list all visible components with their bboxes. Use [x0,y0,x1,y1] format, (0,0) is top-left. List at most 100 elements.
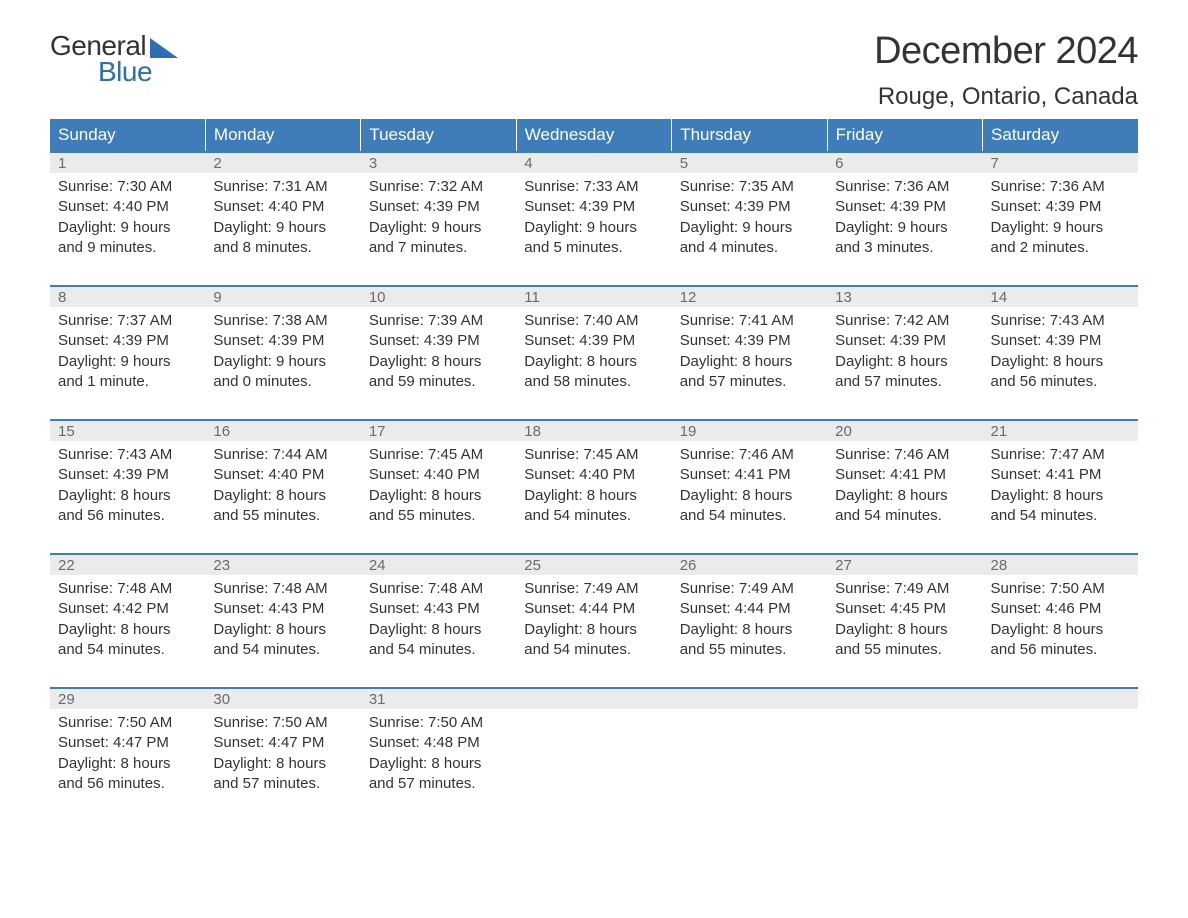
date-cell: 14 [983,286,1138,307]
date-cell: 25 [516,554,671,575]
daylight-line1: Daylight: 8 hours [835,620,974,640]
sunset-text: Sunset: 4:39 PM [58,465,197,485]
day-info-cell: Sunrise: 7:31 AMSunset: 4:40 PMDaylight:… [205,173,360,264]
date-cell [983,688,1138,709]
sunrise-text: Sunrise: 7:48 AM [213,579,352,599]
date-row: 293031 [50,688,1138,709]
daylight-line1: Daylight: 9 hours [991,218,1130,238]
daylight-line2: and 4 minutes. [680,238,819,258]
sunrise-text: Sunrise: 7:47 AM [991,445,1130,465]
day-header: Monday [205,119,360,152]
date-row: 1234567 [50,152,1138,173]
logo: General Blue [50,30,178,88]
daylight-line2: and 57 minutes. [213,774,352,794]
daylight-line2: and 55 minutes. [680,640,819,660]
date-cell: 8 [50,286,205,307]
sunset-text: Sunset: 4:41 PM [680,465,819,485]
date-cell: 26 [672,554,827,575]
header: General Blue December 2024 Rouge, Ontari… [50,30,1138,111]
date-cell [672,688,827,709]
sunset-text: Sunset: 4:39 PM [835,331,974,351]
sunset-text: Sunset: 4:40 PM [58,197,197,217]
day-header: Sunday [50,119,205,152]
sunrise-text: Sunrise: 7:33 AM [524,177,663,197]
sunset-text: Sunset: 4:44 PM [680,599,819,619]
day-info-cell: Sunrise: 7:50 AMSunset: 4:46 PMDaylight:… [983,575,1138,666]
sunrise-text: Sunrise: 7:43 AM [991,311,1130,331]
date-cell: 5 [672,152,827,173]
daylight-line2: and 5 minutes. [524,238,663,258]
date-cell: 6 [827,152,982,173]
sunset-text: Sunset: 4:47 PM [58,733,197,753]
day-header: Friday [827,119,982,152]
day-info-cell: Sunrise: 7:46 AMSunset: 4:41 PMDaylight:… [672,441,827,532]
daylight-line1: Daylight: 8 hours [58,754,197,774]
daylight-line1: Daylight: 8 hours [213,620,352,640]
day-info-cell: Sunrise: 7:45 AMSunset: 4:40 PMDaylight:… [516,441,671,532]
daylight-line1: Daylight: 8 hours [213,754,352,774]
daylight-line2: and 56 minutes. [58,774,197,794]
day-header: Wednesday [516,119,671,152]
sunset-text: Sunset: 4:47 PM [213,733,352,753]
calendar-body: 1234567Sunrise: 7:30 AMSunset: 4:40 PMDa… [50,152,1138,800]
daylight-line1: Daylight: 8 hours [991,486,1130,506]
day-info-cell: Sunrise: 7:36 AMSunset: 4:39 PMDaylight:… [827,173,982,264]
week-separator [50,666,1138,688]
daylight-line1: Daylight: 8 hours [369,620,508,640]
daylight-line2: and 9 minutes. [58,238,197,258]
sunset-text: Sunset: 4:39 PM [369,331,508,351]
day-info-cell: Sunrise: 7:48 AMSunset: 4:43 PMDaylight:… [361,575,516,666]
sunrise-text: Sunrise: 7:31 AM [213,177,352,197]
info-row: Sunrise: 7:50 AMSunset: 4:47 PMDaylight:… [50,709,1138,800]
day-info-cell: Sunrise: 7:47 AMSunset: 4:41 PMDaylight:… [983,441,1138,532]
sunset-text: Sunset: 4:48 PM [369,733,508,753]
sunrise-text: Sunrise: 7:37 AM [58,311,197,331]
date-cell: 18 [516,420,671,441]
sunset-text: Sunset: 4:39 PM [524,331,663,351]
date-cell: 24 [361,554,516,575]
daylight-line2: and 58 minutes. [524,372,663,392]
daylight-line2: and 7 minutes. [369,238,508,258]
day-info-cell: Sunrise: 7:42 AMSunset: 4:39 PMDaylight:… [827,307,982,398]
month-title: December 2024 [874,30,1138,73]
day-info-cell: Sunrise: 7:50 AMSunset: 4:48 PMDaylight:… [361,709,516,800]
daylight-line1: Daylight: 8 hours [680,352,819,372]
daylight-line2: and 56 minutes. [58,506,197,526]
daylight-line2: and 2 minutes. [991,238,1130,258]
sunset-text: Sunset: 4:39 PM [58,331,197,351]
date-cell: 17 [361,420,516,441]
sunset-text: Sunset: 4:39 PM [991,331,1130,351]
date-cell: 28 [983,554,1138,575]
sunrise-text: Sunrise: 7:43 AM [58,445,197,465]
daylight-line1: Daylight: 8 hours [835,486,974,506]
date-cell: 29 [50,688,205,709]
daylight-line2: and 0 minutes. [213,372,352,392]
day-header-row: Sunday Monday Tuesday Wednesday Thursday… [50,119,1138,152]
daylight-line1: Daylight: 8 hours [213,486,352,506]
sunrise-text: Sunrise: 7:46 AM [680,445,819,465]
date-cell: 4 [516,152,671,173]
sunset-text: Sunset: 4:45 PM [835,599,974,619]
sunrise-text: Sunrise: 7:46 AM [835,445,974,465]
daylight-line2: and 56 minutes. [991,372,1130,392]
day-info-cell: Sunrise: 7:30 AMSunset: 4:40 PMDaylight:… [50,173,205,264]
daylight-line1: Daylight: 9 hours [369,218,508,238]
day-info-cell: Sunrise: 7:45 AMSunset: 4:40 PMDaylight:… [361,441,516,532]
sunrise-text: Sunrise: 7:49 AM [835,579,974,599]
date-cell: 30 [205,688,360,709]
daylight-line2: and 57 minutes. [680,372,819,392]
sunrise-text: Sunrise: 7:45 AM [369,445,508,465]
date-cell: 7 [983,152,1138,173]
daylight-line1: Daylight: 8 hours [524,352,663,372]
sunrise-text: Sunrise: 7:36 AM [835,177,974,197]
day-info-cell: Sunrise: 7:37 AMSunset: 4:39 PMDaylight:… [50,307,205,398]
week-separator [50,532,1138,554]
daylight-line1: Daylight: 8 hours [680,620,819,640]
day-info-cell: Sunrise: 7:39 AMSunset: 4:39 PMDaylight:… [361,307,516,398]
day-info-cell: Sunrise: 7:49 AMSunset: 4:44 PMDaylight:… [516,575,671,666]
sunrise-text: Sunrise: 7:30 AM [58,177,197,197]
date-cell: 23 [205,554,360,575]
day-info-cell [983,709,1138,800]
daylight-line1: Daylight: 9 hours [835,218,974,238]
date-cell: 20 [827,420,982,441]
